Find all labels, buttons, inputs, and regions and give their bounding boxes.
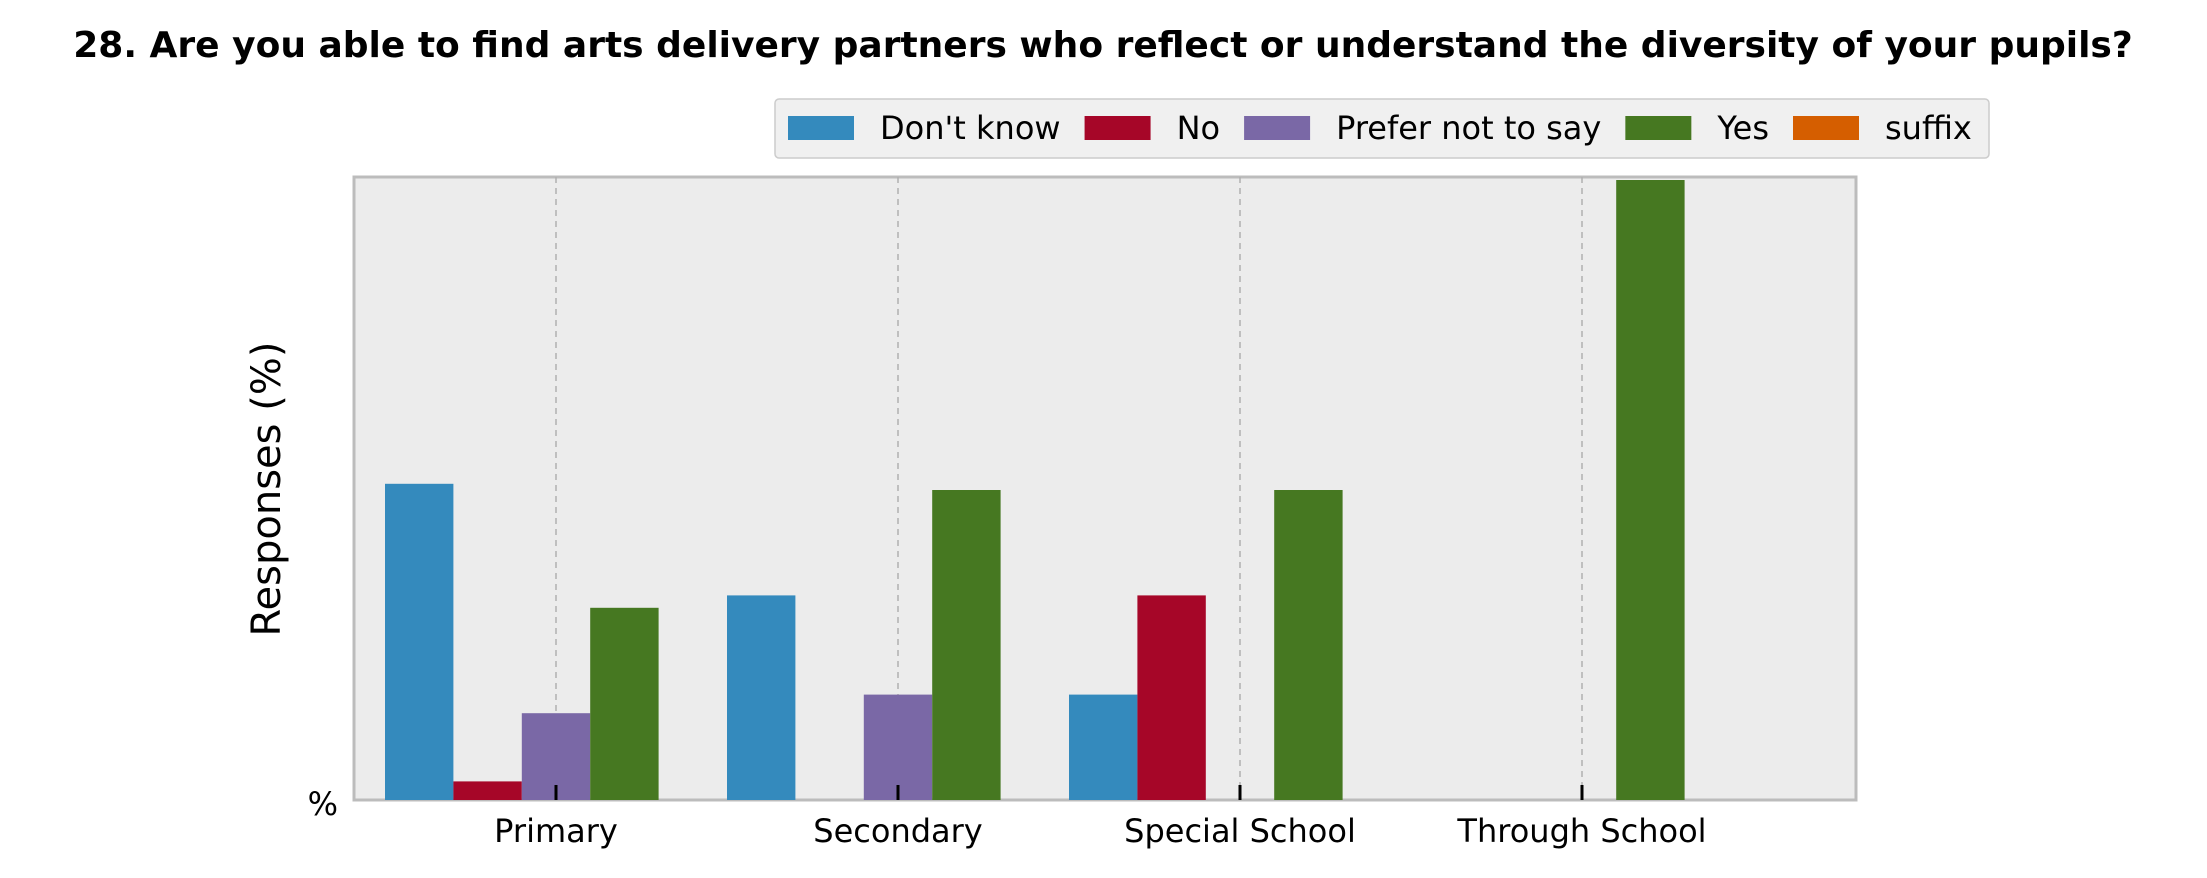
x-tick-label: Through School [1456, 812, 1706, 850]
bar [932, 490, 1001, 800]
x-tick-label: Primary [494, 812, 618, 850]
legend-swatch [1625, 116, 1692, 140]
legend-swatch [1084, 116, 1151, 140]
legend-swatch [788, 116, 854, 140]
bar [590, 607, 659, 800]
bar [863, 694, 933, 800]
legend-frame [774, 98, 1990, 159]
legend-swatch [1793, 116, 1859, 140]
x-tick-label: Secondary [813, 812, 982, 850]
chart-title: 28. Are you able to find arts delivery p… [73, 25, 2132, 66]
x-tick-labels: Primary Secondary Special School Through Sc… [494, 785, 1707, 850]
legend-label: Prefer not to say [1336, 109, 1601, 147]
legend-label: Yes [1716, 109, 1769, 147]
bar [1616, 180, 1685, 800]
legend: Don't know No Prefer not to say Yes suffix [774, 98, 1990, 159]
bar [727, 595, 796, 800]
bar [453, 781, 522, 800]
legend-label: No [1177, 109, 1221, 147]
bar [1137, 595, 1206, 800]
y-tick-label: % [308, 785, 338, 823]
legend-label: suffix [1885, 109, 1972, 147]
y-axis-label: Responses (%) [244, 342, 290, 637]
bar [385, 483, 454, 800]
bar [1069, 694, 1138, 800]
x-tick-label: Special School [1124, 812, 1356, 850]
bars [385, 180, 1685, 800]
bar [1274, 490, 1343, 800]
legend-swatch [1244, 116, 1311, 140]
legend-label: Don't know [880, 109, 1061, 147]
